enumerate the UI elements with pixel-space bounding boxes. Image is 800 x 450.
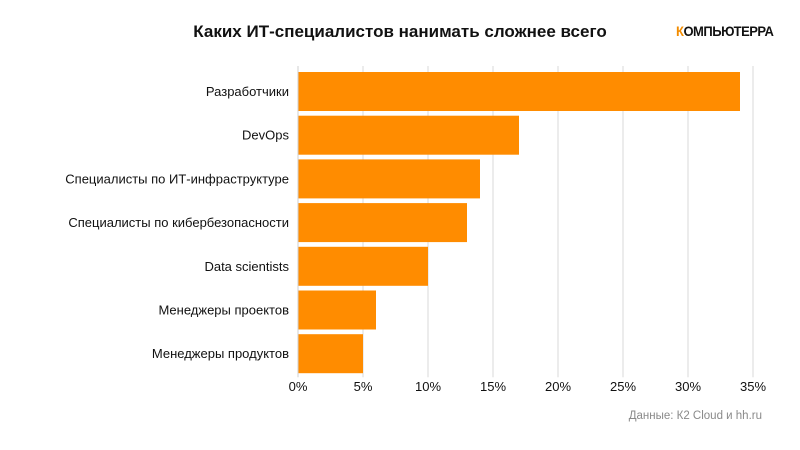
bar xyxy=(298,246,428,286)
tick-label: 10% xyxy=(415,379,441,394)
tick-label: 5% xyxy=(354,379,373,394)
source-note: Данные: К2 Cloud и hh.ru xyxy=(628,410,762,422)
logo-first-letter: К xyxy=(676,23,684,40)
tick-label: 20% xyxy=(545,379,571,394)
bar xyxy=(298,203,467,243)
category-label: Data scientists xyxy=(204,259,289,274)
category-label: Специалисты по кибербезопасности xyxy=(68,215,289,230)
bar xyxy=(298,290,376,330)
tick-label: 15% xyxy=(480,379,506,394)
bar xyxy=(298,115,519,155)
category-label: Менеджеры продуктов xyxy=(152,346,289,361)
tick-label: 0% xyxy=(289,379,308,394)
tick-label: 30% xyxy=(675,379,701,394)
category-label: Специалисты по ИТ-инфраструктуре xyxy=(65,171,289,186)
tick-label: 25% xyxy=(610,379,636,394)
chart-title: Каких ИТ-специалистов нанимать сложнее в… xyxy=(193,22,607,41)
tick-label: 35% xyxy=(740,379,766,394)
logo-text: ОМПЬЮТЕРРА xyxy=(683,23,774,40)
category-label: DevOps xyxy=(242,128,289,143)
bar xyxy=(298,334,363,374)
category-label: Разработчики xyxy=(206,84,289,99)
category-label: Менеджеры проектов xyxy=(158,303,289,318)
brand-logo: КОМПЬЮТЕРРА xyxy=(676,23,774,40)
bar xyxy=(298,72,740,111)
bar xyxy=(298,159,480,199)
